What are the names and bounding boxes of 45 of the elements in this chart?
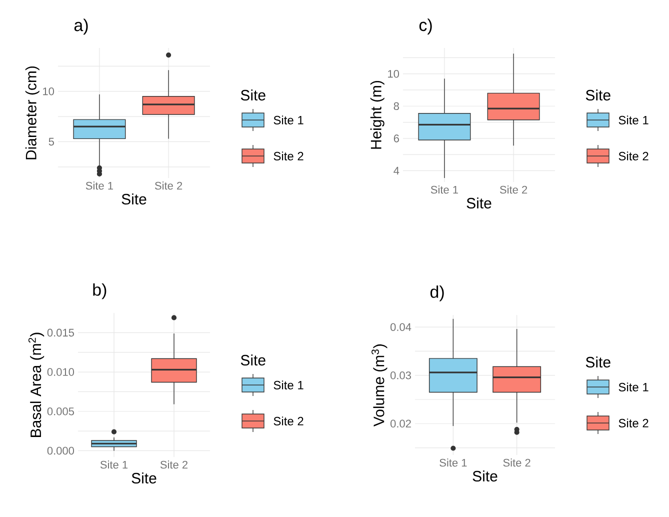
x-axis-title: Site — [132, 472, 156, 484]
chart-title: a) — [74, 18, 88, 35]
x-tick-label: Site 1 — [86, 182, 113, 190]
legend-label: Site 2 — [274, 152, 304, 160]
legend-title: Site — [240, 354, 266, 366]
y-tick-label: 0.010 — [47, 368, 74, 376]
legend-title: Site — [586, 356, 610, 368]
y-tick-label: 0.015 — [47, 328, 74, 337]
x-axis-title: Site — [472, 470, 498, 482]
y-tick-label: 0.005 — [47, 407, 74, 416]
legend-label: Site 2 — [618, 418, 648, 428]
y-tick-label: 10 — [388, 70, 400, 78]
y-tick-label: 0.04 — [390, 323, 412, 331]
x-tick-label: Site 1 — [430, 186, 458, 194]
x-axis-title: Site — [466, 197, 492, 208]
x-tick-label: Site 2 — [154, 182, 182, 190]
legend-label: Site 1 — [618, 116, 648, 124]
y-tick-label: 0.02 — [390, 420, 411, 428]
legend-label: Site 1 — [618, 382, 648, 392]
x-tick-label: Site 2 — [500, 186, 528, 194]
legend-label: Site 2 — [618, 152, 648, 160]
legend-title: Site — [240, 89, 266, 101]
x-tick-label: Site 2 — [503, 458, 530, 467]
y-tick-label: 8 — [394, 102, 399, 110]
y-axis-title: Height (m) — [370, 80, 384, 149]
legend-label: Site 1 — [274, 380, 304, 390]
x-tick-label: Site 1 — [100, 460, 128, 469]
y-tick-label: 0.03 — [390, 371, 411, 380]
legend-label: Site 2 — [274, 416, 304, 426]
x-axis-title: Site — [122, 193, 146, 204]
x-tick-label: Site 1 — [440, 458, 467, 467]
x-tick-label: Site 2 — [160, 460, 188, 469]
y-tick-label: 5 — [48, 138, 54, 146]
y-tick-label: 10 — [43, 87, 54, 96]
y-axis-title: Diameter (cm) — [25, 66, 40, 160]
y-axis-title: Volume (m$^{3}$) — [372, 344, 388, 426]
legend-label: Site 1 — [274, 116, 304, 124]
chart-title: d) — [430, 285, 444, 302]
y-axis-title: Basal Area (m$^{2}$) — [28, 332, 44, 437]
legend-title: Site — [586, 89, 610, 101]
chart-title: b) — [93, 283, 106, 300]
y-tick-label: 0.000 — [47, 446, 74, 455]
chart-title: c) — [419, 18, 432, 34]
y-tick-label: 4 — [394, 166, 400, 174]
y-tick-label: 6 — [394, 134, 399, 142]
